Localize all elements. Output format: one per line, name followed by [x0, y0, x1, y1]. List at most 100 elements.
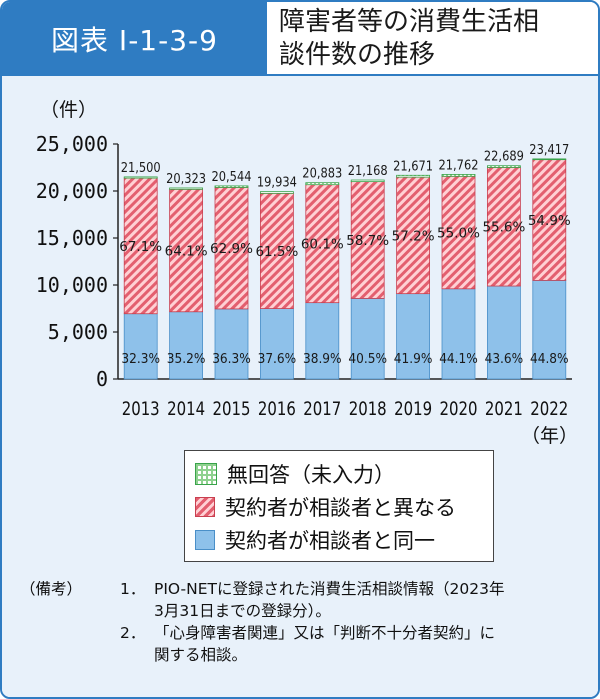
- bar-segment-same: [214, 308, 249, 380]
- bar-segment-none: [532, 158, 567, 161]
- total-label: 21,671: [393, 158, 433, 174]
- percent-label-diff: 55.0%: [437, 226, 480, 242]
- percent-label-same: 44.1%: [439, 351, 478, 367]
- legend-swatch-same: [195, 529, 215, 550]
- title-line-2: 談件数の推移: [279, 40, 436, 70]
- x-tick-label: 2019: [394, 398, 432, 420]
- bar-segment-diff: [123, 177, 158, 315]
- percent-label-diff: 62.9%: [210, 241, 253, 257]
- percent-label-diff: 57.2%: [392, 228, 435, 244]
- y-unit-label: （件）: [40, 99, 97, 121]
- percent-label-same: 40.5%: [348, 351, 387, 367]
- note-2-continuation: 関する相談。: [20, 644, 580, 666]
- note-2-line-1: 「心身障害者関連」又は「判断不十分者契約」に: [154, 624, 496, 642]
- percent-label-diff: 60.1%: [301, 237, 344, 253]
- percent-label-same: 36.3%: [212, 351, 251, 367]
- percent-label-same: 43.6%: [485, 351, 524, 367]
- bar-segment-none: [441, 174, 476, 177]
- x-tick-label: 2015: [213, 398, 251, 420]
- legend-item-same: 契約者が相談者と同一: [195, 523, 483, 556]
- legend-label-diff: 契約者が相談者と異なる: [225, 495, 456, 520]
- bar-segment-diff: [305, 184, 340, 304]
- bar-segment-same: [532, 279, 567, 380]
- note-spacer: [20, 644, 102, 666]
- bar-segment-diff: [486, 167, 521, 287]
- percent-label-diff: 67.1%: [119, 239, 162, 255]
- bar-segment-diff: [532, 159, 567, 281]
- bar-segment-same: [305, 302, 340, 380]
- legend-label-same: 契約者が相談者と同一: [225, 528, 435, 553]
- bar-segment-diff: [259, 192, 294, 309]
- x-tick-label: 2020: [440, 398, 478, 420]
- total-label: 23,417: [529, 142, 569, 158]
- note-1-line-2: 3月31日までの登録分）。: [154, 602, 331, 620]
- stacked-bar-chart: 0 5,000 10,000 15,000 20,000 25,000 （件） （年） 32.3…: [36, 99, 578, 447]
- note-2-number: 2．: [120, 624, 146, 642]
- bar-segment-none: [350, 179, 385, 183]
- percent-label-diff: 61.5%: [255, 244, 298, 260]
- note-spacer: [20, 600, 102, 622]
- percent-label-same: 41.9%: [394, 351, 433, 367]
- chart-legend: 無回答（未入力） 契約者が相談者と異なる 契約者が相談者と同一: [184, 450, 494, 562]
- bar-segment-same: [441, 288, 476, 380]
- figure-title: 障害者等の消費生活相 談件数の推移: [267, 2, 598, 76]
- total-label: 22,689: [484, 149, 524, 165]
- y-tick-label: 25,000: [36, 132, 108, 156]
- x-tick-label: 2014: [167, 398, 205, 420]
- bar-segment-none: [486, 165, 521, 168]
- percent-label-diff: 58.7%: [346, 233, 389, 249]
- x-tick-label: 2022: [530, 398, 568, 420]
- total-label: 21,500: [121, 160, 161, 176]
- bar-segment-same: [396, 293, 431, 380]
- y-tick-label: 5,000: [48, 320, 108, 344]
- y-tick-label: 20,000: [36, 179, 108, 203]
- percent-label-same: 35.2%: [167, 351, 206, 367]
- total-label: 20,883: [302, 166, 342, 182]
- percent-label-diff: 54.9%: [528, 213, 571, 229]
- percent-label-same: 37.6%: [258, 351, 297, 367]
- legend-swatch-diff: [195, 496, 215, 517]
- legend-item-none: 無回答（未入力）: [195, 457, 483, 490]
- percent-label-same: 38.9%: [303, 351, 342, 367]
- bar-segment-same: [350, 298, 385, 380]
- total-label: 20,323: [166, 171, 206, 187]
- bar-segment-diff: [441, 175, 476, 290]
- x-tick-label: 2018: [349, 398, 387, 420]
- notes-label: （備考）: [20, 580, 83, 598]
- note-spacer: [102, 644, 154, 666]
- note-1-continuation: 3月31日までの登録分）。: [20, 600, 580, 622]
- bar-segment-same: [259, 308, 294, 380]
- percent-label-same: 44.8%: [530, 351, 569, 367]
- notes: （備考） 1． PIO-NETに登録された消費生活相談情報（2023年 3月31…: [20, 578, 580, 666]
- bar-segment-none: [214, 185, 249, 188]
- x-tick-label: 2016: [258, 398, 296, 420]
- note-1-line-1: PIO-NETに登録された消費生活相談情報（2023年: [154, 580, 505, 598]
- bar-segment-diff: [169, 188, 204, 313]
- bar-segment-same: [169, 311, 204, 380]
- percent-label-same: 32.3%: [121, 351, 160, 367]
- y-tick-label: 15,000: [36, 226, 108, 250]
- x-unit-label: （年）: [521, 425, 578, 447]
- bar-segment-none: [305, 182, 340, 186]
- note-spacer: [102, 600, 154, 622]
- total-label: 21,168: [348, 163, 388, 179]
- y-tick-label: 0: [96, 367, 108, 391]
- bar-segment-none: [169, 187, 204, 190]
- total-label: 21,762: [439, 157, 479, 173]
- note-spacer: [20, 622, 102, 644]
- bar-segment-none: [123, 176, 158, 179]
- title-line-1: 障害者等の消費生活相: [279, 7, 540, 37]
- note-1-number: 1．: [120, 580, 146, 598]
- y-tick-label: 10,000: [36, 273, 108, 297]
- bar-segment-same: [486, 285, 521, 380]
- legend-swatch-none: [195, 462, 217, 485]
- note-1: （備考） 1． PIO-NETに登録された消費生活相談情報（2023年: [20, 578, 580, 600]
- legend-item-diff: 契約者が相談者と異なる: [195, 490, 483, 523]
- note-2-line-2: 関する相談。: [154, 646, 248, 664]
- bar-segment-same: [123, 313, 158, 380]
- note-2: 2． 「心身障害者関連」又は「判断不十分者契約」に: [20, 622, 580, 644]
- bar-segment-none: [259, 191, 294, 194]
- bar-segment-none: [396, 174, 431, 178]
- figure-label: 図表 I-1-3-9: [2, 2, 267, 76]
